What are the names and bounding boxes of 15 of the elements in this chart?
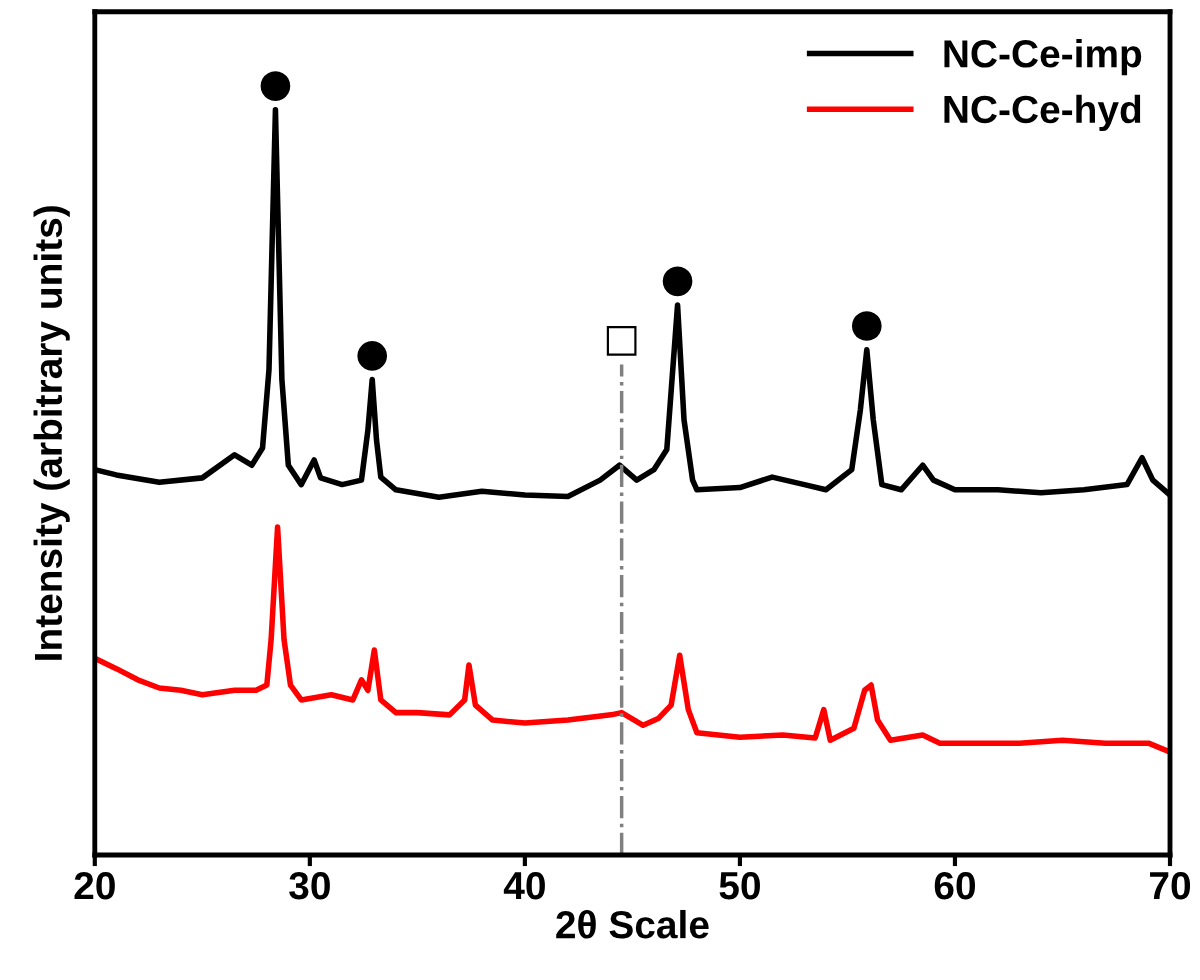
legend-label: NC-Ce-imp	[944, 38, 1142, 76]
x-tick-label: 20	[74, 871, 115, 900]
x-tick-label: 70	[1150, 871, 1191, 900]
annotation: ●	[357, 340, 388, 371]
x-axis-title: 2θ Scale	[556, 909, 709, 939]
legend-label: NC-Ce-hyd	[944, 94, 1141, 131]
annotation: ●	[662, 266, 693, 297]
annotation: □	[606, 325, 637, 356]
x-tick-label: 50	[719, 871, 760, 900]
annotation: ●	[851, 311, 882, 341]
y-axis-title: Intensity (arbitrary units)	[33, 206, 70, 660]
x-tick-label: 60	[934, 871, 975, 900]
x-tick-label: 30	[289, 871, 330, 900]
annotation: ●	[260, 71, 291, 101]
x-tick-label: 40	[503, 871, 545, 900]
